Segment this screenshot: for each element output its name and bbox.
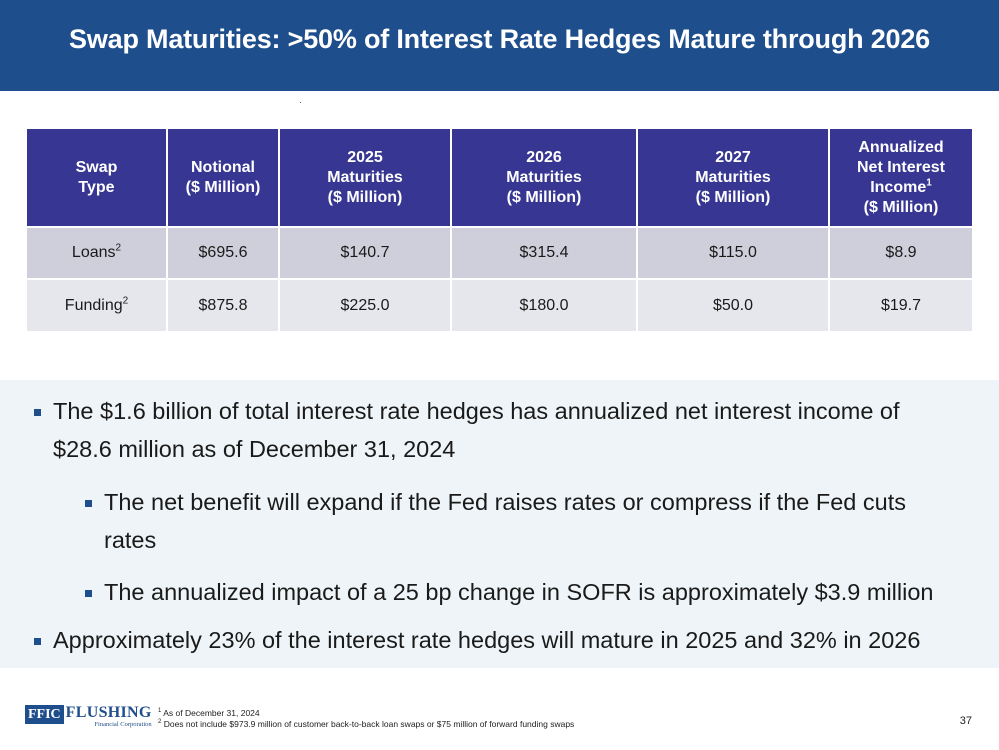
page-title: Swap Maturities: >50% of Interest Rate H… — [69, 24, 930, 54]
swap-maturities-table: Swap Type Notional ($ Million) 2025 Maturit… — [27, 129, 972, 331]
header-notional: Notional ($ Million) — [167, 129, 280, 227]
cell-2026: $180.0 — [451, 278, 638, 331]
title-bar: Swap Maturities: >50% of Interest Rate H… — [0, 0, 999, 91]
header-2025-maturities: 2025 Maturities ($ Million) — [279, 129, 452, 227]
bullet-square-icon — [34, 638, 41, 645]
footnotes: 1 As of December 31, 2024 2 Does not inc… — [158, 708, 574, 730]
cell-2025: $225.0 — [279, 278, 452, 331]
cell-swap-type: Funding2 — [27, 278, 168, 331]
cell-2026: $315.4 — [451, 226, 638, 279]
cell-2027: $115.0 — [637, 226, 830, 279]
table-row: Funding2 $875.8 $225.0 $180.0 $50.0 $19.… — [27, 278, 972, 331]
bullet-square-icon — [85, 590, 92, 597]
stray-dot — [300, 102, 301, 103]
sub-bullet-item: The net benefit will expand if the Fed r… — [85, 483, 964, 559]
cell-nii: $19.7 — [829, 278, 972, 331]
bullet-item: The $1.6 billion of total interest rate … — [34, 392, 953, 468]
logo-mark: FFIC — [25, 705, 64, 724]
footnote: 1 As of December 31, 2024 — [158, 708, 260, 718]
cell-2027: $50.0 — [637, 278, 830, 331]
footnote: 2 Does not include $973.9 million of cus… — [158, 719, 575, 729]
company-logo: FFIC FLUSHING Financial Corporation — [25, 704, 152, 728]
cell-2025: $140.7 — [279, 226, 452, 279]
table-row: Loans2 $695.6 $140.7 $315.4 $115.0 $8.9 — [27, 226, 972, 279]
header-annualized-nii: Annualized Net Interest Income1 ($ Million) — [829, 129, 972, 227]
cell-notional: $695.6 — [167, 226, 280, 279]
sub-bullet-item: The annualized impact of a 25 bp change … — [85, 573, 984, 611]
bullet-square-icon — [85, 500, 92, 507]
header-2026-maturities: 2026 Maturities ($ Million) — [451, 129, 638, 227]
header-swap-type: Swap Type — [27, 129, 168, 227]
bullet-panel: The $1.6 billion of total interest rate … — [0, 380, 999, 668]
page-number: 37 — [959, 715, 972, 727]
bullet-square-icon — [34, 409, 41, 416]
header-2027-maturities: 2027 Maturities ($ Million) — [637, 129, 830, 227]
table-header-row: Swap Type Notional ($ Million) 2025 Maturit… — [27, 129, 972, 227]
cell-notional: $875.8 — [167, 278, 280, 331]
logo-name: FLUSHING — [65, 704, 152, 721]
cell-swap-type: Loans2 — [27, 226, 168, 279]
bullet-item: Approximately 23% of the interest rate h… — [34, 621, 973, 659]
cell-nii: $8.9 — [829, 226, 972, 279]
logo-subtitle: Financial Corporation — [94, 721, 152, 728]
